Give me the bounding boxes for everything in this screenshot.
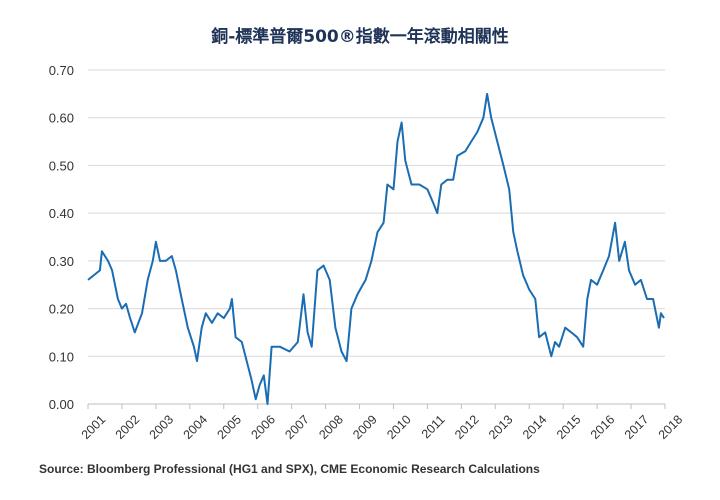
x-tick-label: 2003 (147, 412, 177, 442)
x-tick-label: 2017 (622, 412, 652, 442)
x-tick-label: 2007 (282, 412, 312, 442)
x-tick-label: 2004 (181, 412, 211, 442)
x-tick-label: 2002 (113, 412, 143, 442)
x-tick-label: 2012 (452, 412, 482, 442)
x-tick-label: 2011 (419, 412, 448, 441)
x-tick-label: 2014 (520, 412, 550, 442)
y-tick-label: 0.70 (49, 63, 74, 78)
y-tick-label: 0.50 (49, 158, 74, 173)
x-tick-label: 2016 (588, 412, 618, 442)
y-tick-label: 0.10 (49, 349, 74, 364)
x-tick-label: 2015 (554, 412, 584, 442)
y-tick-label: 0.00 (49, 397, 74, 412)
x-tick-label: 2009 (350, 412, 380, 442)
y-tick-label: 0.20 (49, 302, 74, 317)
y-tick-label: 0.30 (49, 254, 74, 269)
x-tick-label: 2018 (656, 412, 686, 442)
x-tick-label: 2001 (79, 412, 109, 442)
chart-title: 銅-標準普爾500®指數一年滾動相關性 (211, 27, 509, 47)
x-tick-label: 2005 (215, 412, 245, 442)
y-tick-label: 0.40 (49, 206, 74, 221)
y-tick-label: 0.60 (49, 111, 74, 126)
x-tick-label: 2006 (248, 412, 278, 442)
correlation-line (87, 92, 665, 405)
x-tick-label: 2013 (486, 412, 516, 442)
x-tick-label: 2008 (316, 412, 346, 442)
source-note: Source: Bloomberg Professional (HG1 and … (39, 462, 540, 476)
x-tick-label: 2010 (384, 412, 414, 442)
